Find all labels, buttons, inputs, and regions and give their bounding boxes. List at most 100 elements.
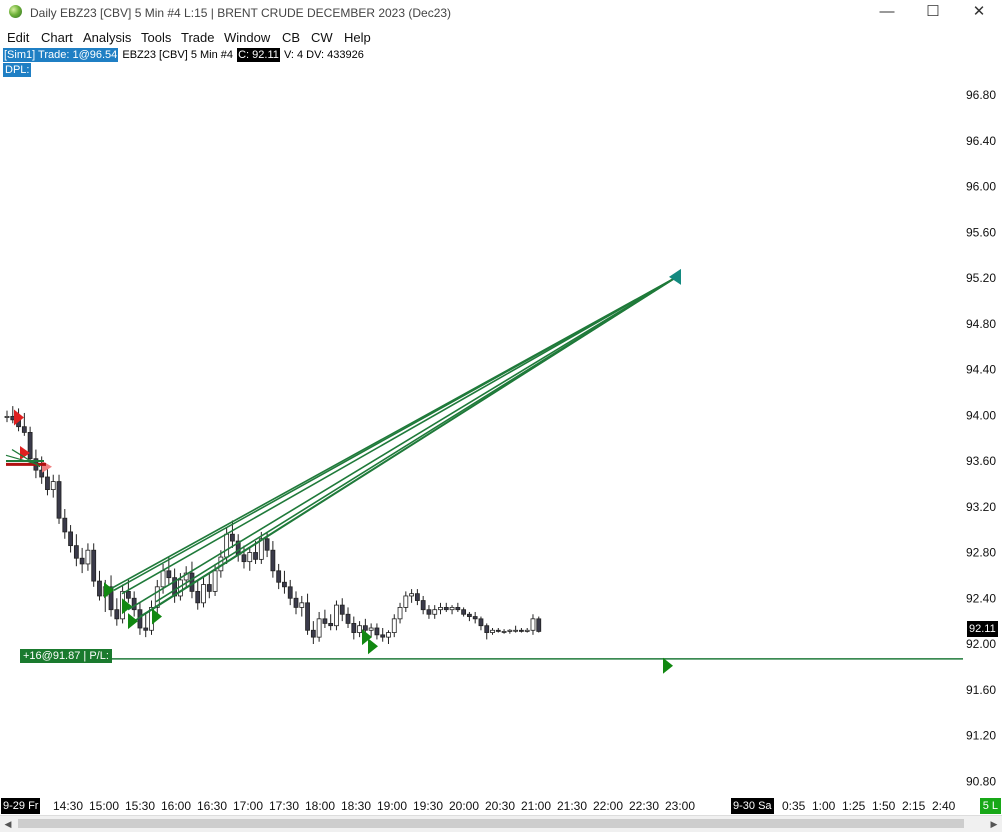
candle[interactable] [125,579,131,603]
candle[interactable] [484,623,490,640]
candle[interactable] [201,577,206,608]
candle[interactable] [85,543,91,571]
maximize-button[interactable]: ☐ [926,3,940,20]
menu-help[interactable]: Help [344,30,371,45]
candle[interactable] [310,621,316,644]
candle[interactable] [501,629,507,634]
candle[interactable] [461,607,467,617]
candle[interactable] [426,605,432,619]
candle[interactable] [4,410,10,423]
candle[interactable] [73,534,79,567]
candle[interactable] [507,629,513,634]
candlestick-chart[interactable]: 96.80 96.40 96.00 95.60 95.20 94.80 94.40 94.00… [0,78,1002,798]
candle[interactable] [195,579,201,610]
candle[interactable] [472,611,478,624]
chart-area[interactable]: 96.80 96.40 96.00 95.60 95.20 94.80 94.40 94.00… [0,78,1002,798]
candle[interactable] [79,547,85,574]
menu-cb[interactable]: CB [282,30,301,45]
scroll-thumb[interactable] [18,819,964,828]
candle[interactable] [299,595,305,617]
menu-window[interactable]: Window [224,30,271,45]
candle[interactable] [414,589,420,606]
candle[interactable] [97,570,102,601]
candle[interactable] [282,570,287,594]
candle[interactable] [386,630,391,644]
candle[interactable] [495,627,501,633]
menu-analysis[interactable]: Analysis [83,30,132,45]
candle[interactable] [409,589,415,603]
candle[interactable] [438,602,443,615]
candle[interactable] [62,509,68,539]
candle[interactable] [27,426,33,464]
candle[interactable] [316,611,322,642]
horizontal-scrollbar[interactable]: ◀ ▶ [0,815,1002,832]
candle[interactable] [172,568,178,603]
candle[interactable] [270,541,276,578]
sim-trade-label[interactable]: [Sim1] Trade: 1@96.54 [3,48,119,62]
menu-cw[interactable]: CW [311,30,333,45]
period-box[interactable]: 5 L [979,798,1001,814]
candle[interactable] [536,616,542,633]
candle[interactable] [166,557,172,585]
candle[interactable] [478,616,484,631]
position-label[interactable]: +16@91.87 | P/L: [20,649,112,663]
candle[interactable] [368,623,374,638]
candle[interactable] [108,575,114,617]
candle[interactable] [91,543,97,587]
candle[interactable] [276,563,282,590]
menu-trade[interactable]: Trade [181,30,215,45]
candle[interactable] [339,598,345,622]
time-axis[interactable]: 9-29 Fr 14:30 15:00 15:30 16:00 16:30 17… [0,797,1002,815]
candle[interactable] [524,627,530,633]
candle[interactable] [513,625,519,633]
menu-edit[interactable]: Edit [7,30,30,45]
candle[interactable] [293,591,299,615]
time-tick: 15:30 [125,799,156,813]
candle[interactable] [380,627,386,642]
candle-body [310,629,316,638]
candle[interactable] [374,623,380,640]
candle[interactable] [490,627,495,635]
candle[interactable] [50,474,56,498]
scroll-left-arrow-icon[interactable]: ◀ [4,819,12,829]
candle[interactable] [455,602,461,612]
candle[interactable] [247,547,253,571]
candle[interactable] [322,609,328,628]
candle[interactable] [56,474,62,524]
candle[interactable] [68,525,73,553]
candle[interactable] [305,593,310,635]
candle[interactable] [443,602,449,612]
candle[interactable] [45,466,50,496]
candle[interactable] [287,579,293,606]
candle[interactable] [449,605,455,615]
candle[interactable] [328,614,334,631]
candle[interactable] [357,621,362,638]
candle[interactable] [235,534,241,562]
candle[interactable] [114,598,120,626]
menu-chart[interactable]: Chart [41,30,73,45]
candle[interactable] [258,531,264,564]
candle[interactable] [403,591,409,612]
close-button[interactable]: ✕ [972,3,986,20]
candle[interactable] [334,600,339,631]
candle[interactable] [154,579,160,615]
candle-body [253,552,258,560]
price-axis-label: 92.00 [966,637,996,651]
candle[interactable] [420,595,426,615]
menu-tools[interactable]: Tools [141,30,172,45]
candle[interactable] [345,607,351,628]
candle[interactable] [519,627,524,633]
scroll-right-arrow-icon[interactable]: ▶ [990,819,998,829]
candle[interactable] [206,573,212,599]
candle[interactable] [241,545,247,569]
candle[interactable] [131,591,137,617]
candle[interactable] [351,616,357,640]
candle[interactable] [391,614,397,638]
candle[interactable] [21,412,27,436]
candle[interactable] [397,602,403,624]
candle[interactable] [530,614,536,635]
minimize-button[interactable]: — [879,3,895,20]
candle[interactable] [466,611,472,622]
candle[interactable] [432,605,438,619]
candle[interactable] [143,614,149,638]
